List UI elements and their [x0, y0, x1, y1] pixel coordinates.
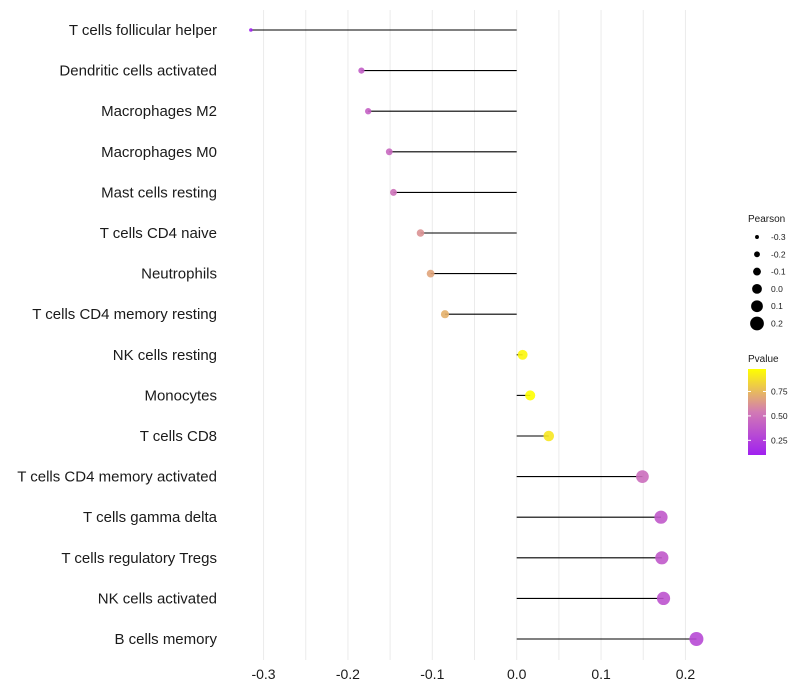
stem-layer: [250, 29, 697, 640]
y-axis-label: Neutrophils: [141, 266, 217, 283]
lollipop-point: [655, 551, 669, 565]
colorbar: [748, 369, 766, 455]
x-axis-tick-labels: -0.3 -0.2 -0.1 0.0 0.1 0.2: [251, 666, 695, 682]
y-axis-label: Dendritic cells activated: [59, 63, 217, 80]
lollipop-point: [525, 390, 536, 401]
size-legend-key: [752, 283, 762, 294]
point-layer: [249, 28, 704, 646]
color-legend-label: 0.75: [771, 386, 788, 396]
lollipop-point: [517, 349, 528, 360]
lollipop-point: [426, 269, 435, 278]
color-legend: Pvalue 0.25 0.50 0.75: [748, 354, 788, 455]
y-axis-label: T cells CD4 memory activated: [17, 469, 217, 486]
size-legend-title: Pearson: [748, 214, 785, 225]
y-axis-label: Macrophages M0: [101, 144, 217, 161]
size-legend-label: -0.2: [771, 249, 786, 259]
y-axis-label: T cells gamma delta: [83, 509, 218, 526]
size-legend-label: -0.1: [771, 267, 786, 277]
y-axis-label: NK cells resting: [113, 347, 217, 364]
lollipop-point: [656, 591, 671, 606]
lollipop-point: [689, 632, 704, 646]
y-axis-label: Macrophages M2: [101, 103, 217, 120]
size-legend-key: [753, 267, 761, 276]
color-legend-label: 0.50: [771, 411, 788, 421]
x-tick-label: 0.1: [591, 666, 611, 682]
size-legend-label: -0.3: [771, 232, 786, 242]
lollipop-point: [365, 108, 372, 115]
y-axis-label: T cells CD4 naive: [100, 225, 217, 242]
y-axis-label: B cells memory: [114, 631, 217, 648]
lollipop-point: [385, 148, 393, 156]
lollipop-point: [440, 310, 450, 319]
color-legend-label: 0.25: [771, 435, 788, 445]
y-axis-label: Monocytes: [144, 387, 217, 404]
lollipop-point: [249, 28, 253, 32]
size-legend-key: [754, 251, 760, 258]
y-axis-label: T cells CD8: [140, 428, 217, 445]
x-tick-label: -0.2: [336, 666, 360, 682]
color-legend-title: Pvalue: [748, 354, 779, 365]
size-legend-key: [750, 316, 764, 331]
size-legend-key: [751, 300, 763, 313]
x-tick-label: 0.2: [676, 666, 696, 682]
y-axis-label: NK cells activated: [98, 590, 217, 607]
x-tick-label: -0.3: [251, 666, 275, 682]
size-legend-label: 0.2: [771, 319, 783, 329]
y-axis-label: T cells CD4 memory resting: [32, 306, 217, 323]
y-axis-label: T cells regulatory Tregs: [61, 550, 217, 567]
x-tick-label: 0.0: [507, 666, 527, 682]
size-legend-key: [755, 235, 759, 239]
y-axis-label: T cells follicular helper: [69, 22, 217, 39]
size-legend: Pearson -0.3 -0.2 -0.1 0.0 0.1 0.2: [748, 214, 786, 331]
lollipop-point: [416, 229, 425, 237]
lollipop-point: [636, 470, 649, 483]
y-axis-label: Mast cells resting: [101, 184, 217, 201]
lollipop-point: [358, 67, 365, 74]
lollipop-point: [654, 510, 668, 524]
lollipop-point: [543, 430, 555, 442]
y-axis-labels: T cells follicular helper Dendritic cells…: [17, 22, 217, 648]
grid-layer: [263, 10, 686, 660]
lollipop-point: [390, 188, 397, 196]
x-tick-label: -0.1: [420, 666, 444, 682]
size-legend-label: 0.0: [771, 284, 783, 294]
size-legend-label: 0.1: [771, 301, 783, 311]
